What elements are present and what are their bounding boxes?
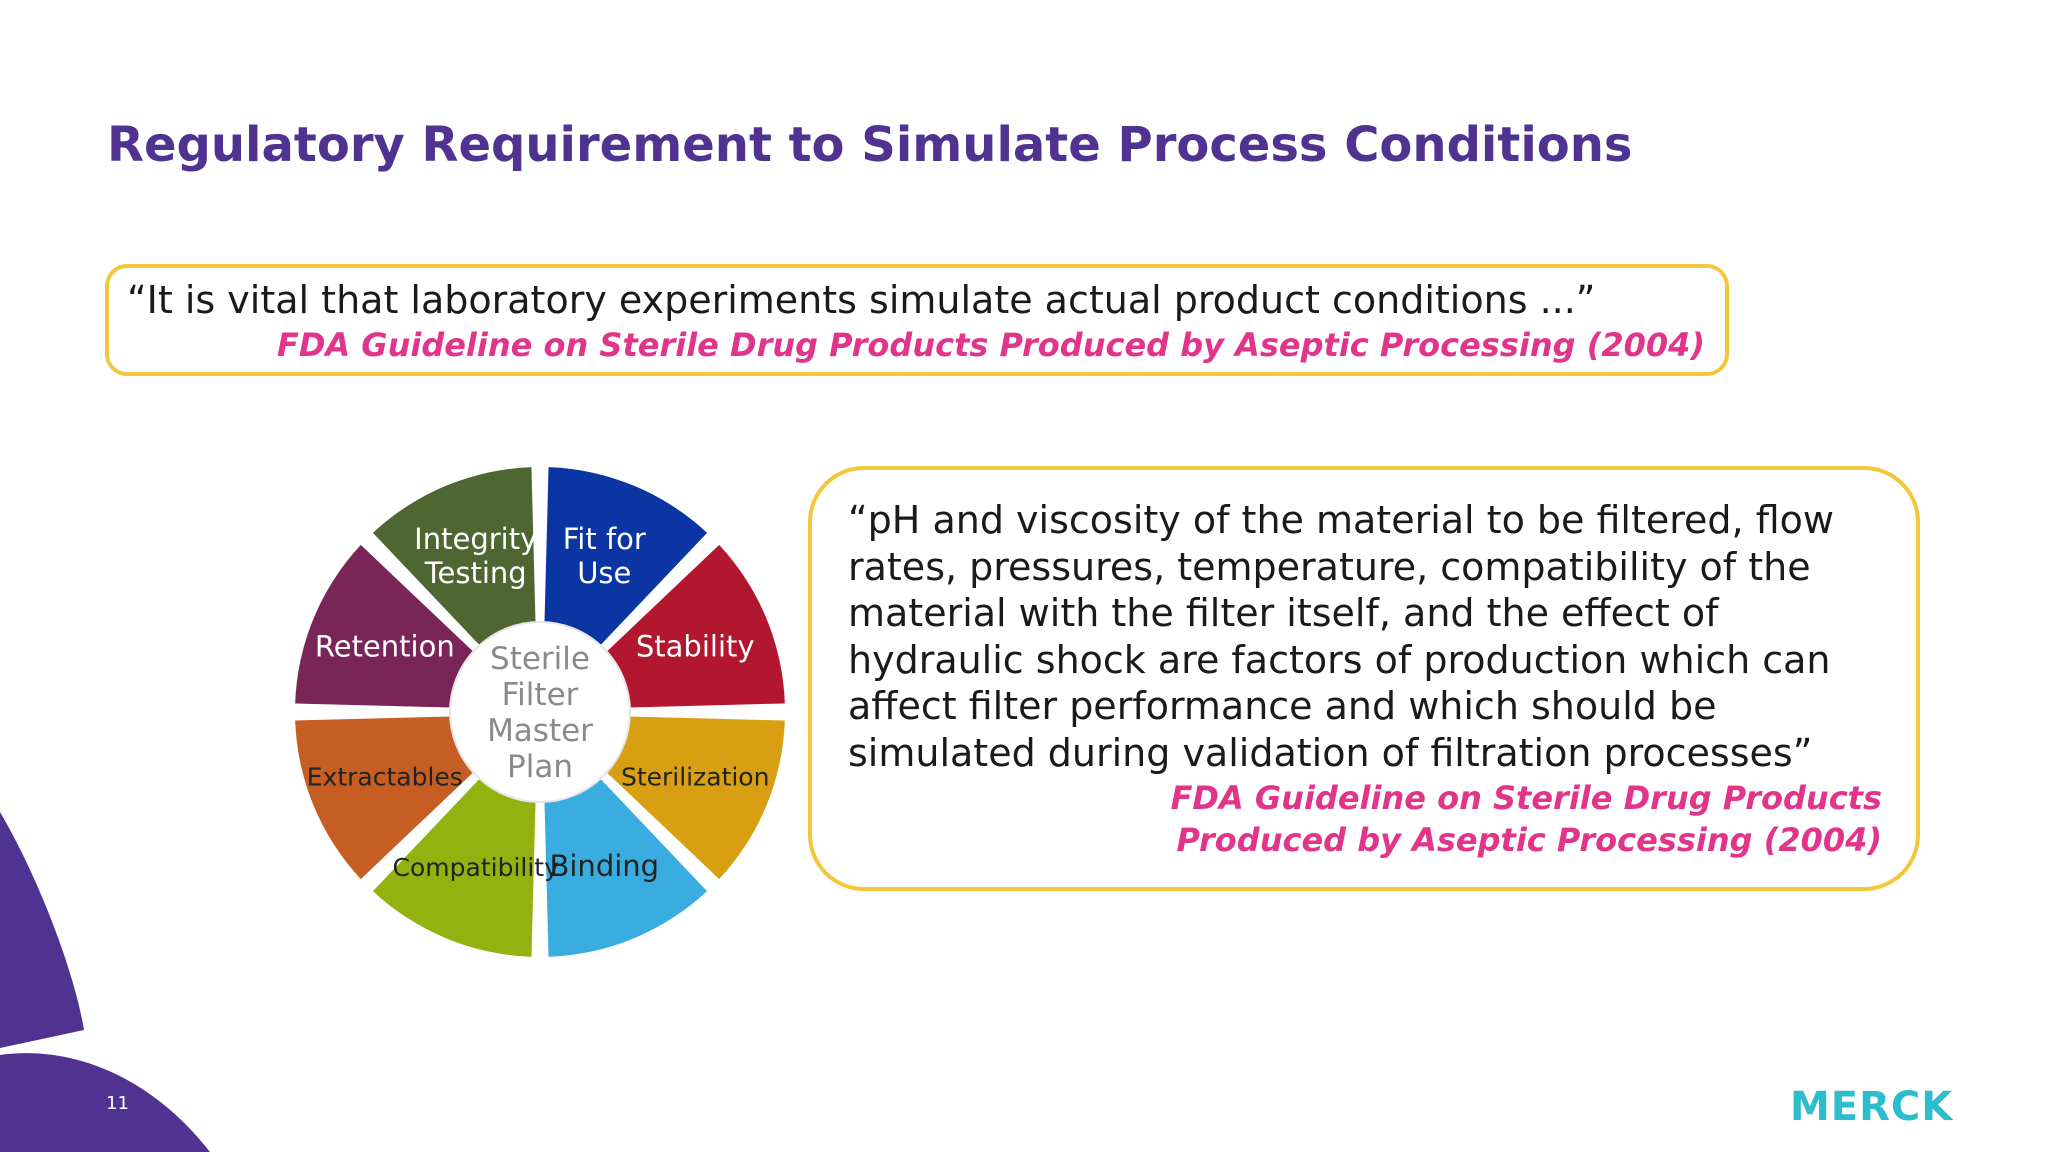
slide-title: Regulatory Requirement to Simulate Proce…	[107, 117, 1633, 173]
wheel-segment-label: Testing	[424, 556, 527, 590]
wheel-segment-label: Integrity	[414, 522, 537, 556]
wheel-segment-label: Binding	[549, 849, 659, 883]
merck-logo: MERCK	[1790, 1084, 1954, 1130]
quote-line: affect filter performance and which shou…	[848, 684, 1717, 728]
quote-line: rates, pressures, temperature, compatibi…	[848, 544, 1811, 589]
wheel-center-circle	[449, 621, 631, 803]
wheel-center-label-line: Filter	[502, 677, 579, 713]
wheel-segment-label: Extractables	[307, 762, 463, 791]
purple-blob-lower	[0, 1053, 210, 1152]
quote-line: hydraulic shock are factors of productio…	[848, 637, 1831, 682]
wheel-center-label-line: Plan	[507, 749, 573, 785]
citation-line: FDA Guideline on Sterile Drug Products	[1170, 779, 1882, 817]
quote-citation: FDA Guideline on Sterile Drug Products P…	[276, 326, 1705, 364]
quote-box-top: “It is vital that laboratory experiments…	[105, 264, 1729, 376]
quote-box-right: “pH and viscosity of the material to be …	[808, 466, 1920, 891]
wheel-center-label-line: Sterile	[490, 641, 590, 677]
quote-line: material with the filter itself, and the…	[848, 591, 1719, 635]
quote-text: “It is vital that laboratory experiments…	[127, 278, 1596, 322]
quote-line: “pH and viscosity of the material to be …	[848, 498, 1834, 542]
wheel-segment-label: Use	[577, 556, 631, 590]
quote-line: simulated during validation of filtratio…	[848, 730, 1813, 775]
wheel-segment-label: Fit for	[563, 522, 646, 556]
citation-line: Produced by Aseptic Processing (2004)	[1176, 821, 1882, 859]
quote-citation-long: FDA Guideline on Sterile Drug Products P…	[1171, 777, 1882, 861]
wheel-segment-label: Retention	[315, 630, 455, 664]
page-number: 11	[106, 1093, 129, 1114]
wheel-segment-label: Sterilization	[621, 762, 770, 791]
wheel-segment-label: Compatibility	[393, 853, 560, 882]
purple-blob-upper	[0, 812, 84, 1048]
wheel-center-label-line: Master	[487, 713, 593, 749]
wheel-segment-label: Stability	[636, 630, 755, 664]
quote-text-long: “pH and viscosity of the material to be …	[848, 497, 1908, 776]
